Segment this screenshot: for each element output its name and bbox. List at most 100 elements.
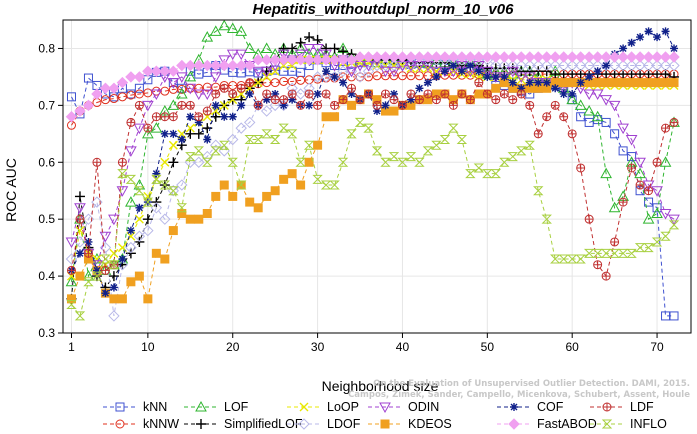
x-tick-label: 70 — [650, 340, 664, 354]
legend-item-loop: LoOP — [287, 400, 359, 414]
point-fastabod — [515, 51, 527, 63]
point-inflo — [363, 123, 374, 133]
point-fastabod — [524, 51, 536, 63]
point-inflo — [346, 129, 357, 139]
point-fastabod — [481, 51, 494, 63]
point-lof — [642, 213, 655, 224]
point-lof — [91, 252, 103, 264]
point-kdeos — [151, 248, 161, 258]
legend-marker-inflo — [601, 419, 613, 429]
point-ldf — [652, 157, 662, 167]
point-ldf — [380, 89, 390, 99]
point-fastabod — [532, 51, 544, 63]
point-fastabod — [277, 54, 290, 66]
point-ldf — [262, 89, 272, 99]
point-kdeos — [559, 78, 569, 88]
x-tick-label: 1 — [68, 340, 75, 354]
point-fastabod — [634, 51, 646, 63]
legend-label-ldof: LDOF — [327, 417, 361, 431]
point-odin — [192, 89, 205, 101]
point-ldf — [584, 214, 594, 224]
point-ldf — [126, 117, 136, 127]
legend-item-knn: kNN — [103, 400, 167, 414]
legend-label-cof: COF — [537, 400, 564, 414]
point-fastabod — [371, 51, 383, 63]
point-odin — [277, 49, 290, 61]
point-knnw — [143, 88, 153, 98]
legend-marker-knnw — [115, 419, 125, 429]
point-ldf — [185, 100, 195, 110]
point-ldf — [313, 100, 323, 110]
point-ldf — [296, 100, 306, 110]
point-lof — [175, 87, 188, 99]
point-ldf — [414, 95, 424, 105]
point-cof — [177, 135, 186, 144]
point-lof — [294, 42, 307, 53]
point-ldf — [576, 163, 586, 173]
point-ldof — [65, 253, 78, 265]
point-cof — [474, 67, 483, 76]
point-ldf — [669, 117, 679, 127]
point-odin — [235, 49, 248, 61]
point-cof — [542, 78, 551, 87]
point-fastabod — [456, 51, 468, 63]
point-fastabod — [405, 51, 417, 63]
point-simplifiedlof — [490, 63, 501, 74]
point-inflo — [261, 129, 272, 139]
point-fastabod — [354, 51, 366, 63]
point-cof — [483, 72, 492, 81]
point-cof — [381, 101, 390, 110]
point-inflo — [660, 231, 671, 241]
point-inflo — [405, 152, 417, 162]
point-cof — [636, 33, 645, 42]
point-loop — [134, 214, 144, 224]
legend-marker-loop — [299, 402, 309, 412]
point-ldof — [507, 59, 519, 72]
point-fastabod — [218, 59, 230, 72]
point-kdeos — [610, 78, 620, 88]
chart-title: Hepatitis_withoutdupl_norm_10_v06 — [253, 1, 515, 18]
point-lof — [133, 179, 146, 190]
point-lof — [506, 68, 519, 79]
point-ldf — [304, 89, 314, 99]
point-fastabod — [651, 51, 663, 63]
point-kdeos — [661, 78, 671, 88]
point-inflo — [499, 157, 510, 167]
point-fastabod — [252, 54, 264, 66]
point-cof — [670, 44, 679, 53]
point-kdeos — [389, 106, 399, 116]
point-ldof — [108, 310, 120, 322]
point-cof — [525, 78, 534, 87]
point-knn — [584, 117, 594, 127]
point-kdeos — [330, 112, 340, 122]
point-odin — [125, 146, 137, 157]
point-cof — [92, 266, 101, 275]
point-fastabod — [362, 51, 375, 63]
point-inflo — [337, 157, 349, 167]
point-cof — [534, 78, 543, 87]
legend-label-kdeos: KDEOS — [408, 417, 452, 431]
point-cof — [194, 118, 203, 127]
point-lof — [566, 93, 579, 105]
point-cof — [491, 72, 500, 81]
point-cof — [449, 61, 458, 70]
series-layer — [65, 19, 680, 322]
point-inflo — [100, 254, 111, 264]
x-tick-label: 20 — [226, 340, 240, 354]
point-lof — [651, 207, 663, 218]
point-inflo — [185, 152, 196, 162]
point-cof — [305, 101, 314, 110]
legend-item-inflo: INFLO — [590, 417, 667, 431]
point-cof — [423, 78, 432, 87]
y-tick-label: 0.7 — [38, 98, 55, 112]
point-cof — [568, 89, 577, 98]
point-knn — [652, 203, 662, 213]
point-ldf — [177, 100, 187, 110]
point-knn — [576, 112, 586, 122]
x-axis-label: Neighborhood size — [322, 378, 439, 394]
point-odin — [201, 89, 214, 101]
point-inflo — [312, 174, 323, 184]
point-inflo — [550, 254, 561, 264]
point-odin — [515, 72, 528, 83]
point-cof — [457, 67, 466, 76]
